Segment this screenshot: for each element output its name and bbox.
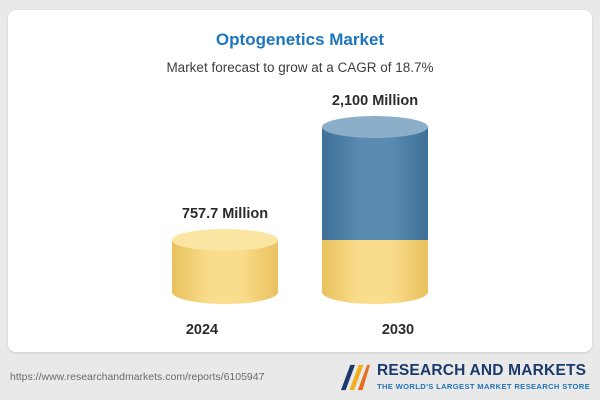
research-and-markets-logo-icon: [340, 364, 370, 391]
x-axis-label-2024: 2024: [185, 322, 219, 338]
logo-text: RESEARCH AND MARKETS THE WORLD'S LARGEST…: [376, 362, 590, 391]
x-axis-labels: 2024 2030: [8, 322, 592, 338]
footer: https://www.researchandmarkets.com/repor…: [0, 354, 600, 400]
value-label-2024: 757.7 Million: [181, 206, 269, 223]
cylinder-2030-base-segment: [322, 240, 428, 304]
x-axis-label-2030: 2030: [381, 322, 415, 338]
value-label-2030: 2,100 Million: [331, 93, 419, 110]
chart-title: Optogenetics Market: [215, 30, 385, 49]
logo-tagline: THE WORLD'S LARGEST MARKET RESEARCH STOR…: [376, 381, 590, 391]
cylinder-2030-growth-segment: [322, 116, 428, 241]
chart-card: Optogenetics Market Market forecast to g…: [8, 10, 592, 352]
cylinder-2024-base-segment: [172, 229, 278, 304]
bars-container: 757.7 Million 2,100 Million: [8, 93, 592, 304]
bar-group-2030: 2,100 Million: [322, 93, 428, 304]
bar-group-2024: 757.7 Million: [172, 206, 278, 304]
cylinder-2024: [172, 229, 278, 304]
research-and-markets-logo: RESEARCH AND MARKETS THE WORLD'S LARGEST…: [340, 362, 590, 392]
chart-subtitle: Market forecast to grow at a CAGR of 18.…: [166, 60, 434, 75]
plot-area: 757.7 Million 2,100 Million 2024 2030: [8, 88, 592, 338]
cylinder-2030: [322, 116, 428, 304]
source-url-link[interactable]: https://www.researchandmarkets.com/repor…: [10, 371, 265, 383]
logo-wordmark: RESEARCH AND MARKETS: [376, 362, 587, 380]
